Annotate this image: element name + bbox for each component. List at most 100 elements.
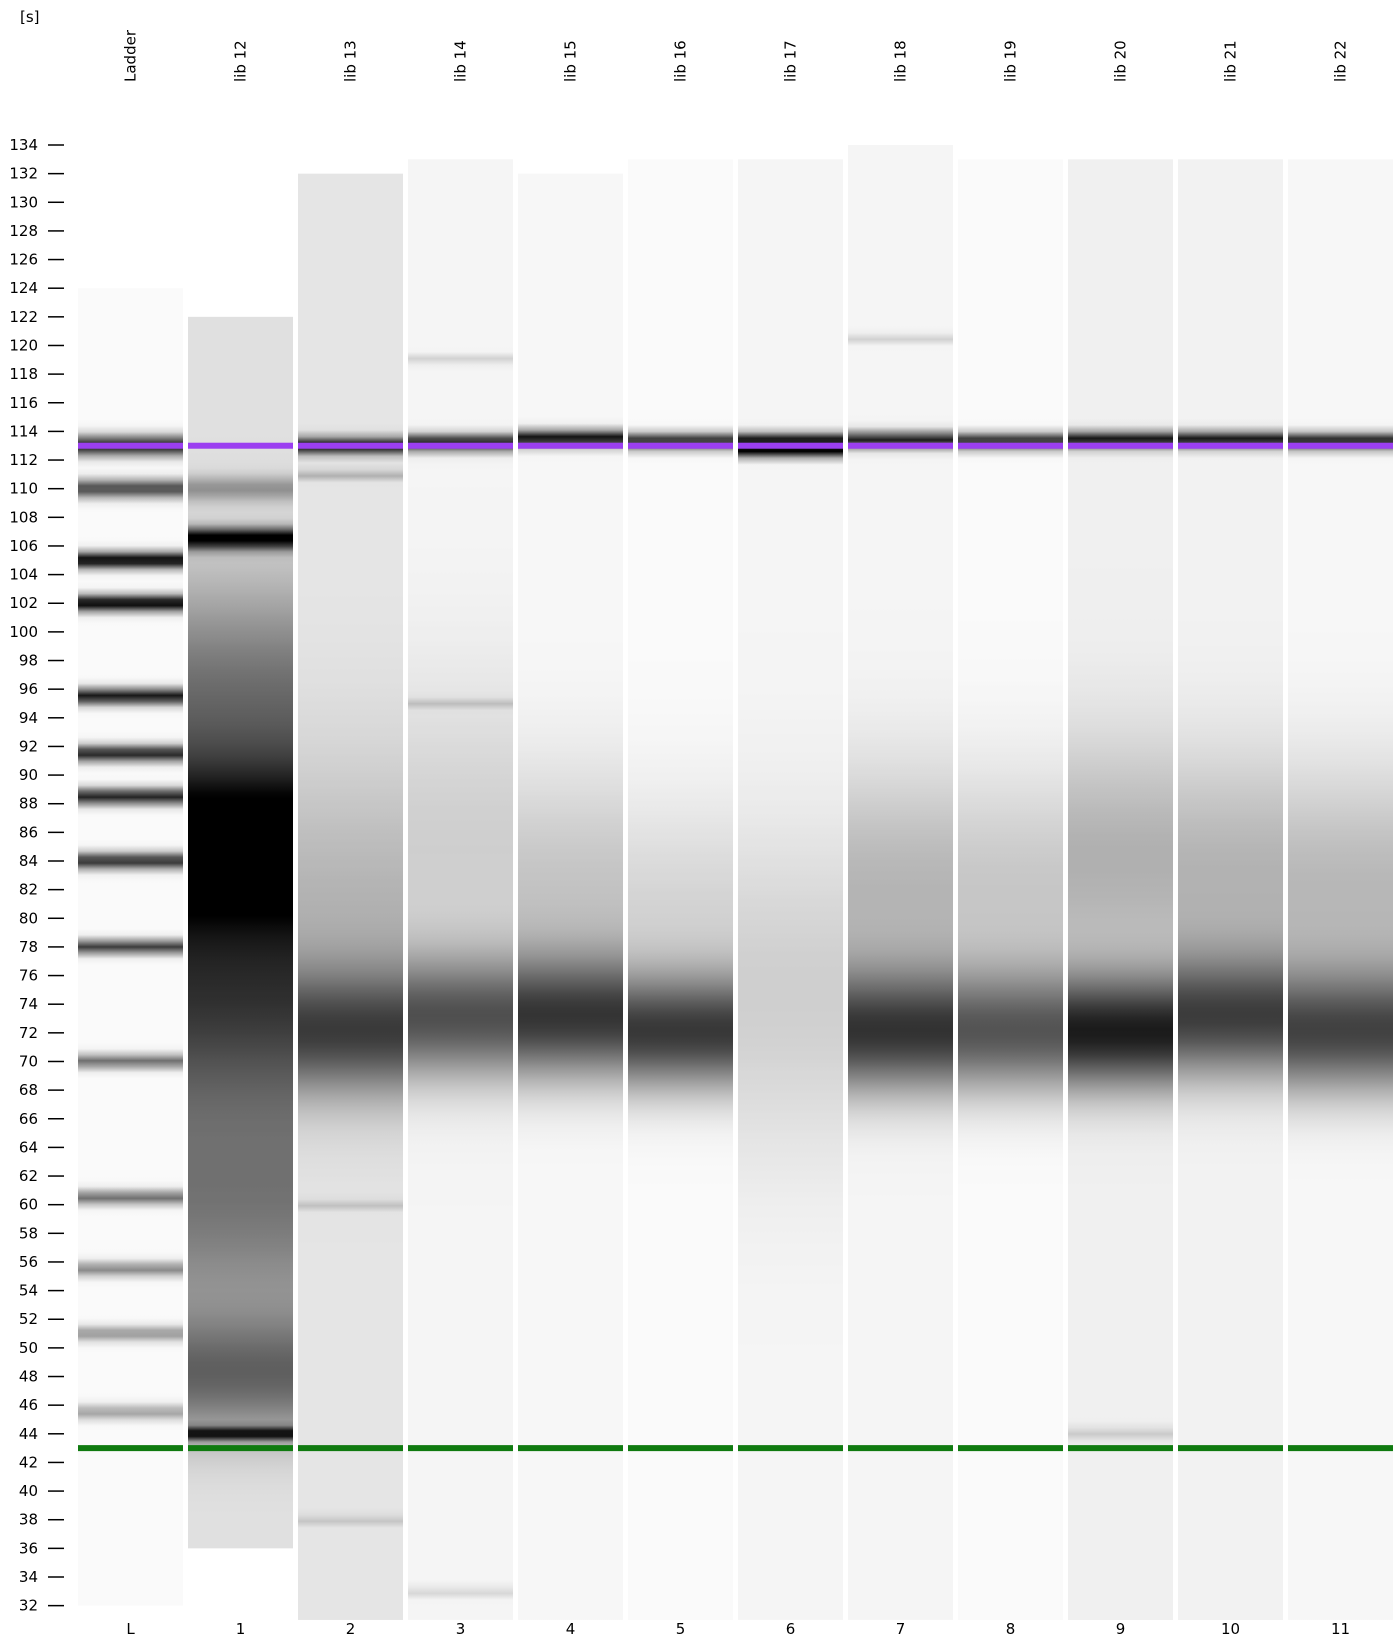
lane-smear <box>628 159 733 1620</box>
upper-marker <box>518 442 623 449</box>
lane-label: lib 19 <box>1002 40 1020 82</box>
upper-marker <box>188 442 293 449</box>
lower-marker <box>848 1445 953 1452</box>
y-tick-label: 50 <box>19 1339 38 1357</box>
lane-number: 10 <box>1221 1620 1240 1638</box>
upper-marker <box>298 442 403 449</box>
y-tick-label: 42 <box>19 1453 38 1471</box>
y-tick-label: 86 <box>19 823 38 841</box>
upper-marker <box>1178 442 1283 449</box>
upper-marker <box>1068 442 1173 449</box>
y-tick-label: 84 <box>19 852 38 870</box>
y-tick-label: 130 <box>9 193 38 211</box>
upper-marker <box>848 442 953 449</box>
y-tick-label: 70 <box>19 1052 38 1070</box>
lane-7: lib 18 7 <box>848 40 953 1638</box>
lane-6: lib 17 6 <box>738 40 843 1638</box>
y-tick-label: 114 <box>9 422 38 440</box>
y-tick-label: 128 <box>9 222 38 240</box>
y-tick-label: 56 <box>19 1253 38 1271</box>
lane-smear <box>518 173 623 1620</box>
y-tick-label: 46 <box>19 1396 38 1414</box>
lane-5: lib 16 5 <box>628 40 733 1638</box>
lane-label: Ladder <box>122 29 140 82</box>
y-tick-label: 52 <box>19 1310 38 1328</box>
y-tick-label: 32 <box>19 1597 38 1615</box>
lower-marker <box>1068 1445 1173 1452</box>
y-tick-label: 58 <box>19 1224 38 1242</box>
lower-marker <box>188 1445 293 1452</box>
lower-marker <box>1288 1445 1393 1452</box>
y-tick-label: 104 <box>9 566 38 584</box>
y-tick-label: 134 <box>9 136 38 154</box>
y-tick-label: 116 <box>9 394 38 412</box>
lane-9: lib 20 9 <box>1068 40 1173 1638</box>
lane-label: lib 22 <box>1332 40 1350 82</box>
lane-number: 4 <box>566 1620 576 1638</box>
lane-number: 3 <box>456 1620 466 1638</box>
y-tick-label: 60 <box>19 1196 38 1214</box>
y-tick-label: 34 <box>19 1568 38 1586</box>
lane-11: lib 22 11 <box>1288 40 1393 1638</box>
lower-marker <box>738 1445 843 1452</box>
lane-3: lib 14 3 <box>408 40 513 1638</box>
lane-smear <box>298 173 403 1620</box>
y-tick-label: 48 <box>19 1368 38 1386</box>
lane-smear <box>738 159 843 1620</box>
lane-smear <box>1288 159 1393 1620</box>
y-tick-label: 82 <box>19 881 38 899</box>
y-tick-label: 80 <box>19 909 38 927</box>
lane-smear <box>958 159 1063 1620</box>
y-tick-label: 112 <box>9 451 38 469</box>
lane-number: 5 <box>676 1620 686 1638</box>
upper-marker <box>958 442 1063 449</box>
lane-label: lib 18 <box>892 40 910 82</box>
y-tick-label: 126 <box>9 251 38 269</box>
lane-8: lib 19 8 <box>958 40 1063 1638</box>
y-tick-label: 72 <box>19 1024 38 1042</box>
y-tick-label: 78 <box>19 938 38 956</box>
lane-label: lib 12 <box>232 40 250 82</box>
y-tick-label: 108 <box>9 508 38 526</box>
lane-smear <box>1068 159 1173 1620</box>
y-tick-label: 68 <box>19 1081 38 1099</box>
lower-marker <box>78 1445 183 1452</box>
unit-label: [s] <box>20 8 40 26</box>
lower-marker <box>628 1445 733 1452</box>
y-tick-label: 66 <box>19 1110 38 1128</box>
upper-marker <box>408 442 513 449</box>
y-tick-label: 124 <box>9 279 38 297</box>
lane-smear <box>188 316 293 1549</box>
y-tick-label: 92 <box>19 737 38 755</box>
y-tick-label: 100 <box>9 623 38 641</box>
upper-marker <box>738 442 843 449</box>
y-tick-label: 110 <box>9 480 38 498</box>
lane-label: lib 13 <box>342 40 360 82</box>
lane-2: lib 13 2 <box>298 40 403 1638</box>
y-tick-label: 76 <box>19 967 38 985</box>
y-tick-label: 94 <box>19 709 38 727</box>
y-axis: 134 132 130 128 126 124 122 120 118 116 114 112 110 1… <box>9 136 64 1615</box>
y-tick-label: 120 <box>9 336 38 354</box>
lower-marker <box>408 1445 513 1452</box>
lane-label: lib 17 <box>782 40 800 82</box>
lower-marker <box>298 1445 403 1452</box>
lane-number: 11 <box>1331 1620 1350 1638</box>
y-tick-label: 44 <box>19 1425 38 1443</box>
lower-marker <box>958 1445 1063 1452</box>
lane-1: lib 12 1 <box>188 40 293 1638</box>
y-tick-label: 36 <box>19 1539 38 1557</box>
y-tick-label: 118 <box>9 365 38 383</box>
y-tick-label: 96 <box>19 680 38 698</box>
lane-smear <box>1178 159 1283 1620</box>
y-tick-label: 62 <box>19 1167 38 1185</box>
y-tick-label: 74 <box>19 995 38 1013</box>
lane-number: L <box>126 1620 135 1638</box>
y-tick-label: 38 <box>19 1511 38 1529</box>
lane-label: lib 21 <box>1222 40 1240 82</box>
y-tick-label: 88 <box>19 795 38 813</box>
upper-marker <box>78 442 183 449</box>
lane-L: Ladder L <box>78 29 183 1638</box>
y-tick-label: 98 <box>19 652 38 670</box>
